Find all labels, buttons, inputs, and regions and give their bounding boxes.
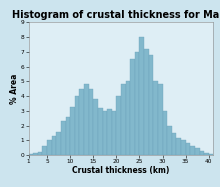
Bar	[135, 52, 139, 155]
Bar	[163, 111, 167, 155]
Bar	[38, 151, 42, 155]
Bar	[116, 96, 121, 155]
Title: Histogram of crustal thickness for Mars: Histogram of crustal thickness for Mars	[12, 10, 220, 20]
Bar	[158, 84, 163, 155]
Bar	[209, 154, 213, 155]
Bar	[204, 153, 209, 155]
Bar	[29, 154, 33, 155]
Bar	[186, 143, 190, 155]
Bar	[42, 146, 47, 155]
Bar	[144, 49, 149, 155]
Bar	[195, 148, 200, 155]
Bar	[121, 84, 126, 155]
Bar	[93, 99, 98, 155]
Bar	[70, 107, 75, 155]
Bar	[98, 108, 103, 155]
Bar	[200, 151, 204, 155]
Bar	[112, 111, 116, 155]
Bar	[172, 133, 176, 155]
Bar	[33, 153, 38, 155]
Bar	[181, 140, 186, 155]
Bar	[61, 121, 66, 155]
Bar	[139, 37, 144, 155]
Bar	[47, 140, 52, 155]
Bar	[190, 146, 195, 155]
Bar	[130, 59, 135, 155]
Bar	[107, 109, 112, 155]
Bar	[89, 89, 93, 155]
Bar	[153, 82, 158, 155]
Bar	[126, 82, 130, 155]
Bar	[149, 55, 153, 155]
Bar	[103, 111, 107, 155]
Bar	[52, 136, 56, 155]
Bar	[66, 117, 70, 155]
Bar	[56, 132, 61, 155]
Bar	[167, 126, 172, 155]
Bar	[84, 84, 89, 155]
Bar	[79, 89, 84, 155]
X-axis label: Crustal thickness (km): Crustal thickness (km)	[72, 166, 170, 175]
Bar	[176, 137, 181, 155]
Y-axis label: % Area: % Area	[10, 74, 19, 104]
Bar	[75, 96, 79, 155]
